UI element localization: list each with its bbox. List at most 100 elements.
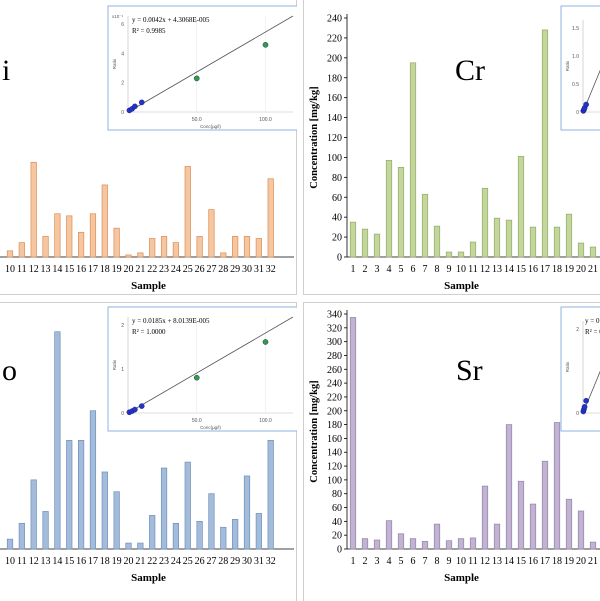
x-axis-label: Sample [444,280,479,292]
x-tick-label: 21 [135,264,145,275]
x-tick-label: 6 [411,556,416,567]
bar-sample-13 [42,511,49,550]
inset-x-tick-label: 100.0 [259,418,272,424]
inset-point-5 [193,374,200,381]
bar-sample-10 [6,250,14,258]
x-tick-label: 27 [206,556,216,567]
inset-y-tick-label: 0 [576,110,579,116]
bar-sample-12 [30,161,37,258]
inset-x-axis-label: Conc(µg/l) [200,124,221,129]
y-tick-label: 240 [327,14,342,25]
bar-sample-22 [149,238,156,258]
y-tick-label: 200 [327,406,342,417]
x-tick-label: 19 [564,556,574,567]
y-axis-label: Concentration [mg/kg] [309,86,320,188]
x-tick-label: 22 [147,264,157,275]
x-tick-label: 11 [468,264,478,275]
x-axis-label: Sample [131,572,166,584]
x-tick-label: 18 [100,264,110,275]
bar-sample-4 [385,160,393,258]
element-label: i [2,54,10,87]
bar-sample-11 [18,242,25,258]
x-tick-label: 10 [456,556,466,567]
x-tick-label: 20 [124,556,134,567]
x-tick-label: 7 [423,556,428,567]
bar-sample-15 [517,156,525,258]
x-tick-label: 29 [230,556,240,567]
inset-x-tick-label: 50.0 [192,418,202,424]
inset-frame [107,306,297,432]
x-tick-label: 4 [387,264,392,275]
x-tick-label: 20 [576,264,586,275]
bar-sample-7 [421,193,429,258]
bar-sample-20 [125,254,132,258]
bar-sample-14 [54,331,61,550]
inset-point-3 [132,103,138,110]
bar-sample-20 [577,510,585,550]
bar-sample-31 [255,513,262,550]
x-tick-label: 23 [159,556,169,567]
y-tick-label: 60 [332,193,342,204]
x-tick-label: 32 [266,264,276,275]
y-tick-label: 40 [332,517,342,528]
bar-sample-13 [42,236,49,258]
y-tick-label: 100 [327,153,342,164]
calibration-inset: 50.0 100.0 0 2 4 6 Ratio Conc(µg/l) x10⁻¹ y = 0.0… [107,5,297,131]
inset-r-squared: R² = 0 [585,328,600,336]
bar-sample-4 [385,520,393,550]
x-tick-label: 28 [218,556,228,567]
panel-border-top-left [0,0,297,295]
y-tick-label: 160 [327,434,342,445]
x-tick-label: 11 [17,264,27,275]
bar-sample-19 [565,498,573,550]
x-tick-label: 12 [29,264,39,275]
bar-sample-16 [77,231,85,258]
x-tick-label: 4 [387,556,392,567]
inset-frame [560,5,600,131]
y-tick-label: 220 [327,392,342,403]
inset-point-4 [583,397,589,404]
bar-sample-20 [577,242,585,258]
y-tick-label: 20 [332,233,342,244]
bar-sample-28 [220,526,227,550]
inset-y-axis-label: Ratio [112,58,117,69]
inset-y-tick-label: 1.0 [572,54,579,60]
x-tick-label: 17 [540,556,550,567]
bar-sample-11 [18,522,25,550]
y-tick-label: 80 [332,489,342,500]
x-tick-label: 19 [112,556,122,567]
x-tick-label: 21 [588,264,598,275]
x-tick-label: 14 [504,556,514,567]
x-tick-label: 17 [88,264,98,275]
y-tick-label: 120 [327,462,342,473]
y-tick-label: 180 [327,420,342,431]
bar-sample-21 [137,252,144,258]
bar-sample-19 [113,491,120,550]
x-tick-label: 18 [100,556,110,567]
x-axis-label: Sample [444,572,479,584]
x-tick-label: 25 [183,556,193,567]
x-tick-label: 2 [363,264,368,275]
bar-sample-27 [208,209,215,258]
bar-sample-16 [529,226,537,258]
bar-sample-21 [589,246,597,258]
y-tick-label: 120 [327,133,342,144]
bar-sample-3 [373,233,381,258]
inset-x-tick-label: 50.0 [192,117,202,123]
panel-border-bottom-left [0,302,297,601]
x-tick-label: 2 [363,556,368,567]
x-tick-label: 31 [254,264,264,275]
inset-exponent-label: x10⁻¹ [112,14,124,19]
y-tick-label: 280 [327,351,342,362]
y-tick-label: 300 [327,337,342,348]
bar-sample-1 [349,317,357,550]
x-tick-label: 14 [504,264,514,275]
inset-y-tick-label: 2 [121,81,124,87]
bar-sample-17 [541,460,549,550]
y-tick-label: 140 [327,113,342,124]
calibration-inset: 0 2 Ratio y = 0 R² = 0 [560,306,600,432]
x-tick-label: 15 [516,264,526,275]
inset-y-tick-label: 0 [576,411,579,417]
bar-sample-17 [541,29,549,258]
